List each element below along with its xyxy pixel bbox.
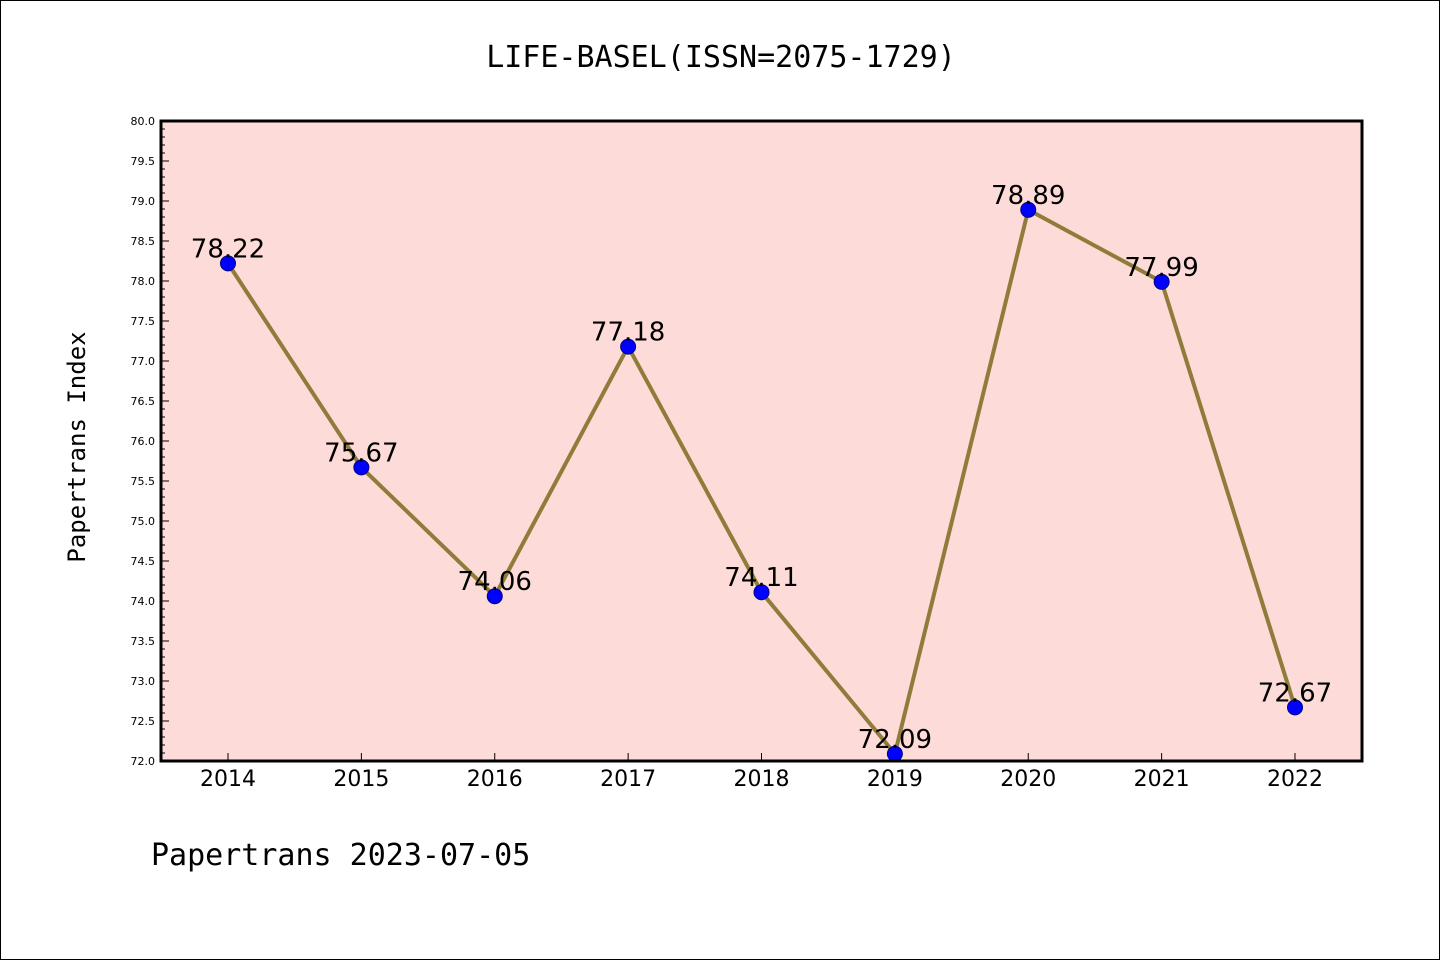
data-labels: 78.22 75.67 74.06 77.18 74.11 72.09 78.89 77.99… [191,181,1332,755]
y-tick-label: 80.0 [131,115,156,128]
y-tick-label: 79.0 [131,195,156,208]
y-tick-label: 79.5 [131,155,156,168]
data-point [1287,699,1303,716]
y-tick-label: 76.0 [131,435,156,448]
y-tick-label: 77.5 [131,315,156,328]
data-label: 75.67 [324,438,398,468]
x-tick-label: 2019 [867,767,923,792]
data-label: 77.99 [1124,253,1198,283]
data-markers [220,201,1303,762]
data-label: 72.09 [858,725,932,755]
y-tick-label: 74.5 [131,555,156,568]
data-point [353,459,370,476]
data-point [220,255,236,272]
y-axis: 72.0 72.5 73.0 73.5 74.0 74.5 75.0 75.5 76.0 76.5… [131,115,169,768]
y-tick-label: 77.0 [131,355,156,368]
y-tick-label: 75.5 [131,475,156,488]
x-tick-label: 2016 [467,767,523,792]
data-point [486,588,503,605]
x-axis: 2014 2015 2016 2017 2018 2019 2020 2021 2022 [200,753,1323,792]
plot-area [161,121,1362,761]
data-point [753,584,770,601]
x-tick-label: 2017 [600,767,656,792]
y-axis-label: Papertrans Index [63,331,91,562]
chart-title: LIFE-BASEL(ISSN=2075-1729) [486,40,956,75]
data-label: 78.22 [191,234,265,264]
data-label: 72.67 [1258,678,1332,708]
plot-border [159,119,1364,763]
y-tick-label: 78.0 [131,275,156,288]
data-point [1153,273,1170,290]
y-tick-label: 74.0 [131,595,156,608]
data-point [620,338,637,355]
y-tick-label: 78.5 [131,235,156,248]
x-tick-label: 2020 [1000,767,1056,792]
y-tick-label: 72.5 [131,715,156,728]
y-tick-label: 72.0 [131,755,156,768]
data-label: 74.06 [458,567,532,597]
data-label: 74.11 [724,563,798,593]
x-tick-label: 2021 [1134,767,1190,792]
x-tick-label: 2015 [333,767,389,792]
x-tick-label: 2022 [1267,767,1323,792]
x-tick-label: 2014 [200,767,256,792]
y-tick-label: 73.0 [131,675,156,688]
y-tick-label: 76.5 [131,395,156,408]
footer-date: Papertrans 2023-07-05 [151,838,530,873]
y-tick-label: 75.0 [131,515,156,528]
x-tick-label: 2018 [734,767,790,792]
y-tick-label: 73.5 [131,635,156,648]
data-label: 77.18 [591,318,665,348]
data-point [1020,201,1037,218]
data-label: 78.89 [991,181,1065,211]
